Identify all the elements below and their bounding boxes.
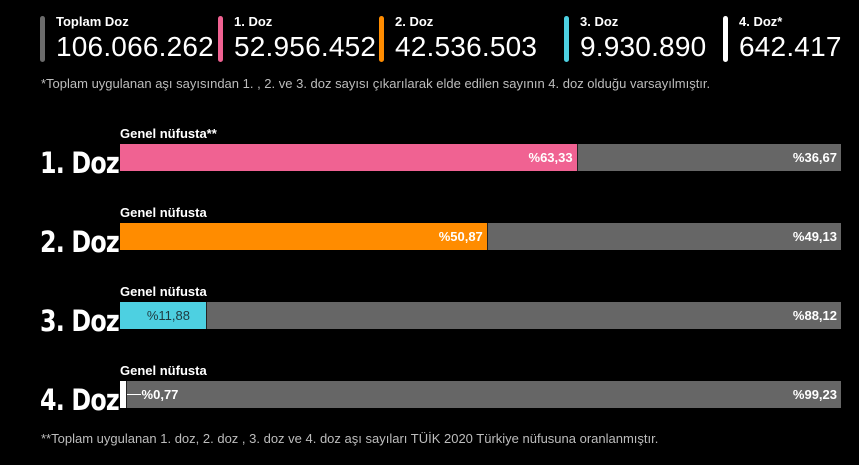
value-label: %0,77 xyxy=(141,387,179,402)
stat-color-bar xyxy=(723,16,728,62)
stat-value: 642.417 xyxy=(739,31,842,62)
rest-label: %49,13 xyxy=(792,229,837,244)
population-label: Genel nüfusta xyxy=(120,205,207,220)
summary-stats: Toplam Doz 106.066.262 1. Doz 52.956.452… xyxy=(40,13,850,65)
stat-label: Toplam Doz xyxy=(56,14,129,29)
bar-track: %11,88 %88,12 xyxy=(120,302,841,329)
chart-row-dose-2: 2. Doz Genel nüfusta %50,87 %49,13 xyxy=(0,205,859,275)
dose-label: 2. Doz xyxy=(40,225,120,259)
stat-label: 4. Doz* xyxy=(739,14,783,29)
stat-color-bar xyxy=(40,16,45,62)
chart-row-dose-1: 1. Doz Genel nüfusta** %63,33 %36,67 xyxy=(0,126,859,196)
stat-label: 3. Doz xyxy=(580,14,619,29)
dose-label: 4. Doz xyxy=(40,383,120,417)
bar-track: %63,33 %36,67 xyxy=(120,144,841,171)
stat-color-bar xyxy=(218,16,223,62)
chart-row-dose-4: 4. Doz Genel nüfusta %0,77 %99,23 xyxy=(0,363,859,433)
rest-label: %36,67 xyxy=(792,150,837,165)
value-label: %63,33 xyxy=(528,150,573,165)
bar-track: %50,87 %49,13 xyxy=(120,223,841,250)
stat-label: 2. Doz xyxy=(395,14,434,29)
small-value-tick xyxy=(126,394,141,395)
stat-label: 1. Doz xyxy=(234,14,273,29)
dose-label: 3. Doz xyxy=(40,304,120,338)
stat-value: 52.956.452 xyxy=(234,31,377,62)
population-label: Genel nüfusta xyxy=(120,284,207,299)
population-label: Genel nüfusta** xyxy=(120,126,217,141)
bar-fill xyxy=(120,302,207,329)
population-label: Genel nüfusta xyxy=(120,363,207,378)
stat-color-bar xyxy=(379,16,384,62)
summary-note: *Toplam uygulanan aşı sayısından 1. , 2.… xyxy=(41,76,711,91)
bar-fill xyxy=(120,144,578,171)
value-label: %50,87 xyxy=(438,229,483,244)
stat-value: 9.930.890 xyxy=(580,31,707,62)
bar-fill xyxy=(120,223,488,250)
dose-label: 1. Doz xyxy=(40,146,120,180)
stat-color-bar xyxy=(564,16,569,62)
stat-value: 42.536.503 xyxy=(395,31,538,62)
rest-label: %88,12 xyxy=(792,308,837,323)
value-label: %11,88 xyxy=(146,308,190,323)
stat-value: 106.066.262 xyxy=(56,31,214,62)
bar-fill xyxy=(120,381,127,408)
chart-row-dose-3: 3. Doz Genel nüfusta %11,88 %88,12 xyxy=(0,284,859,354)
rest-label: %99,23 xyxy=(792,387,837,402)
footnote: **Toplam uygulanan 1. doz, 2. doz , 3. d… xyxy=(41,431,659,446)
bar-track: %0,77 %99,23 xyxy=(120,381,841,408)
